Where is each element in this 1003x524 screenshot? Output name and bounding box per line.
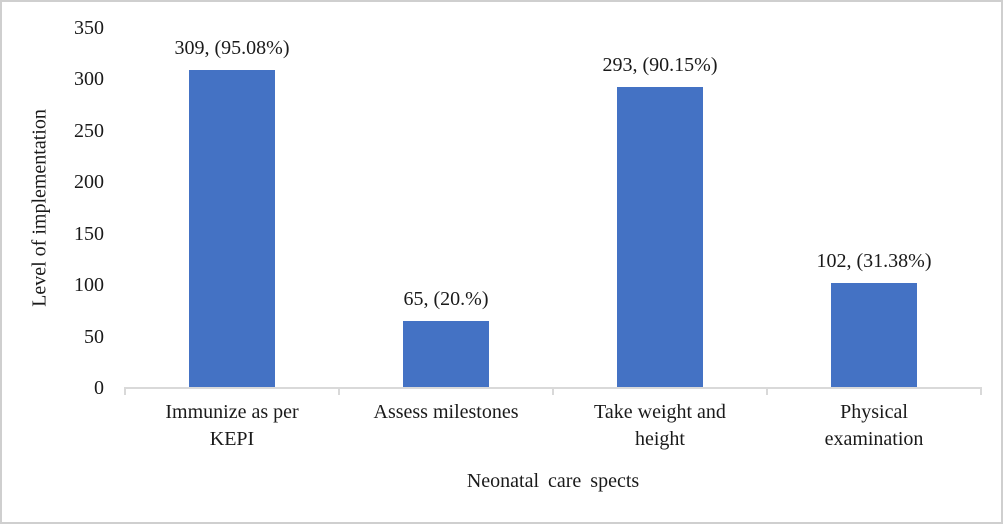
x-axis-tick: [124, 387, 126, 395]
x-axis-title: Neonatal care spects: [466, 470, 640, 492]
bar-0: [189, 70, 275, 387]
y-tick-label: 50: [84, 325, 104, 348]
data-label: 293, (90.15%): [602, 53, 718, 76]
category-label: Immunize as per KEPI: [165, 401, 299, 450]
y-tick-label: 350: [74, 17, 104, 39]
data-label: 65, (20.%): [403, 288, 489, 311]
x-axis-tick: [552, 387, 554, 395]
x-axis-tick: [980, 387, 982, 395]
x-axis-tick: [766, 387, 768, 395]
y-tick-label: 300: [74, 68, 104, 91]
x-axis-tick: [338, 387, 340, 395]
category-label: Physical examination: [824, 401, 924, 450]
bar-1: [403, 321, 489, 387]
bar-2: [617, 86, 703, 387]
data-label: 102, (31.38%): [816, 250, 932, 273]
y-tick-label: 250: [74, 119, 104, 142]
y-tick-label: 200: [74, 171, 104, 194]
data-label: 309, (95.08%): [174, 37, 290, 60]
y-tick-label: 0: [94, 377, 104, 399]
category-label: Take weight and height: [594, 401, 726, 450]
y-tick-label: 100: [74, 274, 104, 297]
bar-3: [831, 283, 917, 387]
y-tick-label: 150: [74, 222, 104, 245]
category-label: Assess milestones: [373, 401, 519, 423]
